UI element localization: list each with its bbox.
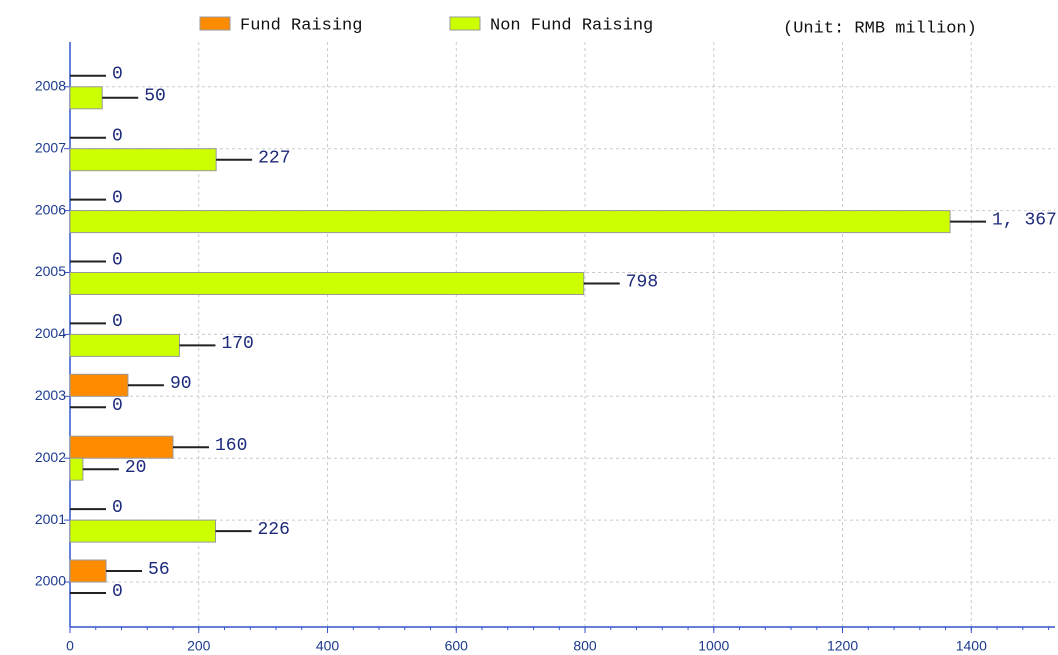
bar: [69, 435, 174, 459]
data-label: 0: [112, 582, 123, 602]
bar: [69, 519, 216, 543]
bar: [69, 148, 217, 172]
y-tick-label: 2002: [35, 449, 66, 465]
legend-swatch: [449, 16, 481, 31]
legend-label: Non Fund Raising: [490, 16, 653, 35]
y-tick-label: 2005: [35, 263, 66, 279]
data-label: 0: [112, 396, 123, 416]
bar: [69, 373, 129, 397]
legend-swatch: [199, 16, 231, 31]
data-label: 50: [144, 87, 166, 107]
data-label: 20: [125, 458, 147, 478]
bar: [69, 559, 107, 583]
data-label: 160: [215, 436, 247, 456]
y-tick-label: 2006: [35, 201, 66, 217]
x-tick-label: 200: [187, 638, 211, 654]
data-label: 0: [112, 126, 123, 146]
data-label: 170: [221, 334, 253, 354]
data-label: 56: [148, 560, 170, 580]
y-tick-label: 2000: [35, 573, 66, 589]
data-label: 0: [112, 188, 123, 208]
y-tick-label: 2004: [35, 325, 66, 341]
x-tick-label: 400: [316, 638, 340, 654]
y-tick-label: 2003: [35, 387, 66, 403]
bar: [69, 333, 180, 357]
bar: [69, 272, 585, 295]
y-tick-label: 2008: [35, 78, 66, 94]
x-tick-label: 1200: [827, 638, 858, 654]
data-label: 0: [112, 65, 123, 85]
data-label: 1, 367: [992, 210, 1057, 230]
data-label: 90: [170, 374, 192, 394]
x-tick-label: 600: [445, 638, 469, 654]
x-tick-label: 0: [66, 638, 74, 654]
bar: [69, 86, 103, 110]
bar: [69, 210, 951, 234]
data-label: 0: [112, 250, 123, 270]
x-tick-label: 1400: [956, 638, 987, 654]
data-label: 0: [112, 498, 123, 518]
unit-note: (Unit: RMB million): [783, 19, 977, 38]
legend-label: Fund Raising: [240, 16, 362, 35]
data-label: 226: [257, 520, 289, 540]
data-label: 798: [626, 272, 658, 292]
bar: [69, 457, 84, 481]
y-tick-label: 2001: [35, 511, 66, 527]
data-label: 0: [112, 312, 123, 332]
y-tick-label: 2007: [35, 139, 66, 155]
x-tick-label: 800: [573, 638, 597, 654]
x-tick-label: 1000: [698, 638, 729, 654]
data-label: 227: [258, 148, 290, 168]
